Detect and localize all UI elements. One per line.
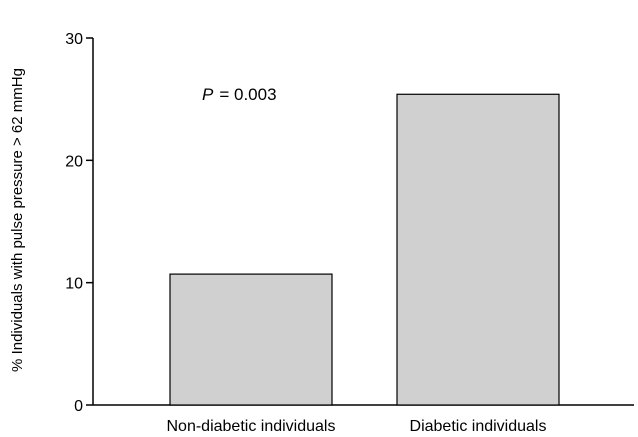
y-tick-label: 30	[65, 31, 83, 48]
bar	[169, 273, 333, 406]
category-label: Diabetic individuals	[410, 418, 547, 435]
y-axis-label: % Individuals with pulse pressure > 62 m…	[9, 68, 26, 372]
bar	[396, 93, 560, 406]
p-value: = 0.003	[219, 85, 276, 104]
y-tick-label: 10	[65, 276, 83, 293]
category-labels: Non-diabetic individuals Diabetic individ…	[167, 418, 547, 435]
p-value-annotation: P = 0.003	[202, 85, 277, 104]
y-tick-label: 20	[65, 153, 83, 170]
y-ticks: 0 10 20 30	[65, 31, 93, 415]
y-tick-label: 0	[74, 398, 83, 415]
bars	[169, 93, 560, 406]
category-label: Non-diabetic individuals	[167, 418, 336, 435]
p-symbol: P	[202, 85, 214, 104]
